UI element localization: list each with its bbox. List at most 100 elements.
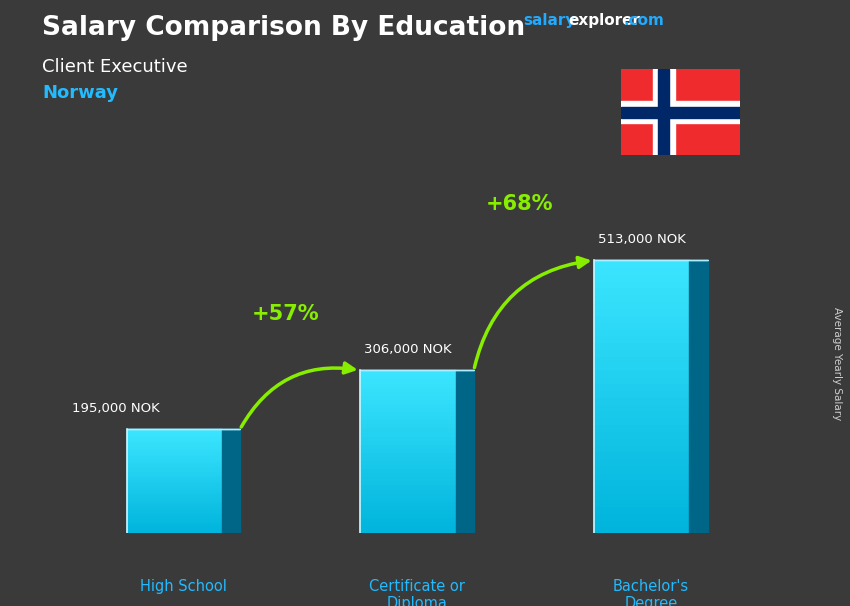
Polygon shape [127, 518, 222, 521]
Polygon shape [594, 362, 689, 370]
Polygon shape [594, 485, 689, 492]
Text: 195,000 NOK: 195,000 NOK [71, 402, 160, 415]
Text: 513,000 NOK: 513,000 NOK [598, 233, 686, 246]
Polygon shape [594, 479, 689, 485]
Polygon shape [594, 397, 689, 404]
Polygon shape [594, 492, 689, 499]
Polygon shape [360, 505, 456, 509]
Polygon shape [127, 479, 222, 481]
Polygon shape [127, 515, 222, 518]
Polygon shape [360, 411, 456, 415]
Polygon shape [127, 463, 222, 466]
Text: .com: .com [623, 13, 664, 28]
Polygon shape [127, 525, 222, 528]
Polygon shape [360, 407, 456, 411]
Polygon shape [594, 349, 689, 356]
Polygon shape [594, 301, 689, 308]
Polygon shape [360, 391, 456, 395]
Polygon shape [594, 424, 689, 431]
Polygon shape [594, 308, 689, 315]
Polygon shape [594, 410, 689, 417]
Polygon shape [360, 452, 456, 456]
Polygon shape [594, 444, 689, 451]
Text: Bachelor's
Degree: Bachelor's Degree [613, 579, 689, 606]
Polygon shape [360, 403, 456, 407]
Polygon shape [222, 430, 240, 533]
Text: +57%: +57% [252, 304, 320, 324]
Polygon shape [127, 455, 222, 458]
Polygon shape [360, 493, 456, 496]
Polygon shape [594, 465, 689, 472]
Polygon shape [594, 451, 689, 458]
Polygon shape [360, 476, 456, 481]
Polygon shape [127, 513, 222, 515]
Polygon shape [360, 375, 456, 379]
Text: explorer: explorer [569, 13, 641, 28]
Polygon shape [360, 460, 456, 464]
Polygon shape [127, 450, 222, 453]
Polygon shape [127, 453, 222, 455]
Polygon shape [127, 521, 222, 523]
Polygon shape [594, 328, 689, 335]
Polygon shape [127, 499, 222, 502]
Text: salary: salary [523, 13, 575, 28]
Polygon shape [127, 442, 222, 445]
Polygon shape [127, 473, 222, 476]
Polygon shape [360, 456, 456, 460]
Polygon shape [127, 487, 222, 489]
Polygon shape [360, 427, 456, 431]
Polygon shape [360, 395, 456, 399]
Polygon shape [127, 494, 222, 497]
Polygon shape [594, 356, 689, 362]
Polygon shape [594, 260, 689, 267]
Polygon shape [127, 505, 222, 507]
Polygon shape [127, 437, 222, 440]
Polygon shape [594, 417, 689, 424]
Polygon shape [594, 472, 689, 479]
Polygon shape [127, 440, 222, 442]
Polygon shape [594, 267, 689, 274]
Polygon shape [360, 529, 456, 533]
Polygon shape [594, 281, 689, 287]
Text: Salary Comparison By Education: Salary Comparison By Education [42, 15, 525, 41]
Text: Average Yearly Salary: Average Yearly Salary [832, 307, 842, 420]
Polygon shape [360, 481, 456, 484]
Polygon shape [360, 399, 456, 403]
Polygon shape [360, 444, 456, 448]
Polygon shape [360, 415, 456, 419]
Polygon shape [594, 315, 689, 322]
Polygon shape [360, 525, 456, 529]
Text: High School: High School [139, 579, 227, 594]
Polygon shape [594, 335, 689, 342]
Polygon shape [360, 521, 456, 525]
Polygon shape [360, 436, 456, 439]
Polygon shape [127, 531, 222, 533]
Polygon shape [360, 382, 456, 387]
Polygon shape [456, 370, 473, 533]
Polygon shape [360, 472, 456, 476]
Polygon shape [594, 383, 689, 390]
FancyArrowPatch shape [474, 258, 588, 368]
Polygon shape [127, 481, 222, 484]
Polygon shape [594, 370, 689, 376]
Polygon shape [127, 458, 222, 461]
Polygon shape [594, 390, 689, 397]
FancyArrowPatch shape [241, 363, 354, 427]
Polygon shape [594, 431, 689, 438]
Polygon shape [360, 517, 456, 521]
Polygon shape [594, 506, 689, 513]
Polygon shape [127, 466, 222, 468]
Polygon shape [594, 287, 689, 295]
Polygon shape [127, 461, 222, 463]
Polygon shape [360, 419, 456, 423]
Polygon shape [360, 484, 456, 488]
Polygon shape [594, 519, 689, 527]
Polygon shape [360, 439, 456, 444]
Polygon shape [127, 432, 222, 435]
Polygon shape [127, 491, 222, 494]
Polygon shape [360, 464, 456, 468]
Polygon shape [360, 488, 456, 493]
Polygon shape [360, 379, 456, 382]
Polygon shape [127, 528, 222, 531]
Polygon shape [594, 342, 689, 349]
